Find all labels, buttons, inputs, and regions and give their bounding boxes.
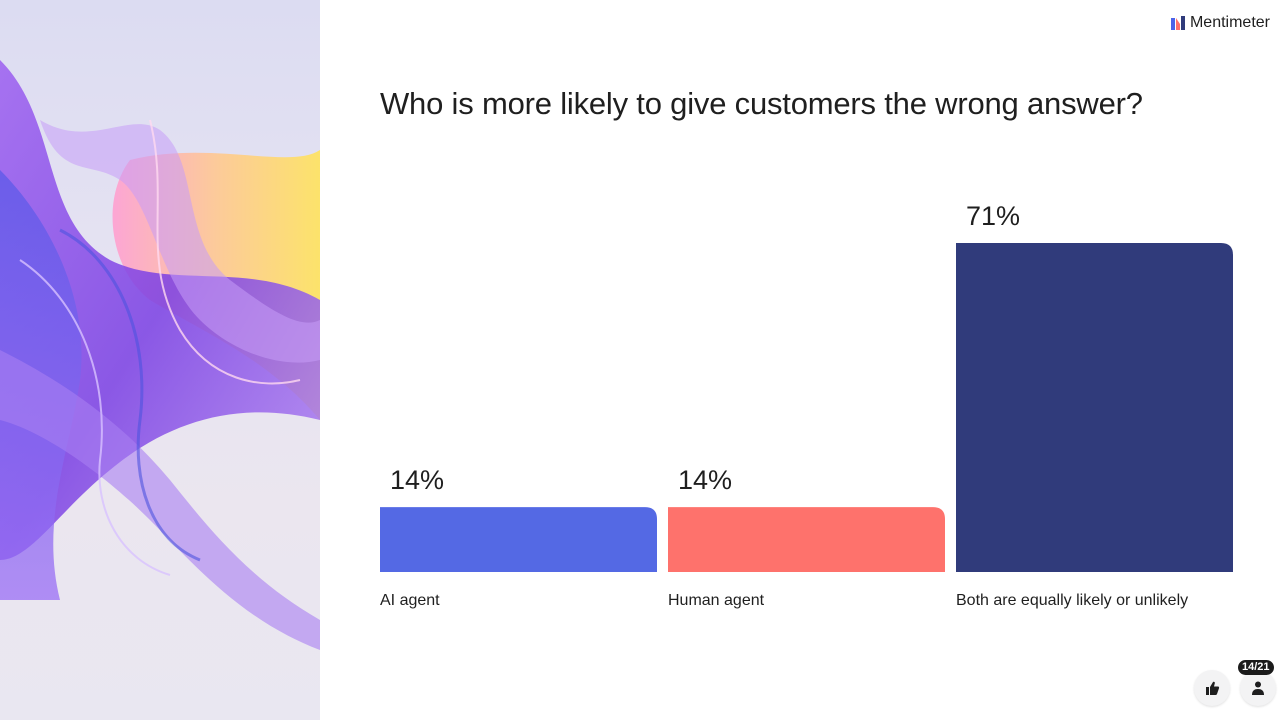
results-bar-chart: 14% AI agent 14% Human agent 71% Both are equ…: [380, 201, 1233, 609]
bar-value-label-1: 14%: [390, 465, 444, 495]
slide-counter-badge: 14/21: [1238, 660, 1274, 675]
abstract-wave-image: [0, 60, 320, 650]
decorative-artwork: [0, 0, 320, 720]
thumbs-up-icon: [1206, 681, 1220, 695]
bar-value-label-2: 14%: [678, 465, 732, 495]
category-label-2: Human agent: [668, 592, 765, 609]
bar-value-label-3: 71%: [966, 201, 1020, 231]
reactions-button[interactable]: [1194, 670, 1230, 706]
participants-button[interactable]: [1240, 670, 1276, 706]
bar-1: [380, 507, 657, 572]
category-label-3: Both are equally likely or unlikely: [956, 592, 1188, 609]
person-icon: [1252, 681, 1264, 695]
bar-3: [956, 243, 1233, 572]
category-label-1: AI agent: [380, 592, 440, 609]
bar-2: [668, 507, 945, 572]
brand-name: Mentimeter: [1189, 14, 1270, 31]
mentimeter-logo-icon: [1170, 16, 1185, 30]
question-title: Who is more likely to give customers the…: [380, 86, 1143, 121]
mentimeter-brand: Mentimeter: [1170, 12, 1270, 34]
